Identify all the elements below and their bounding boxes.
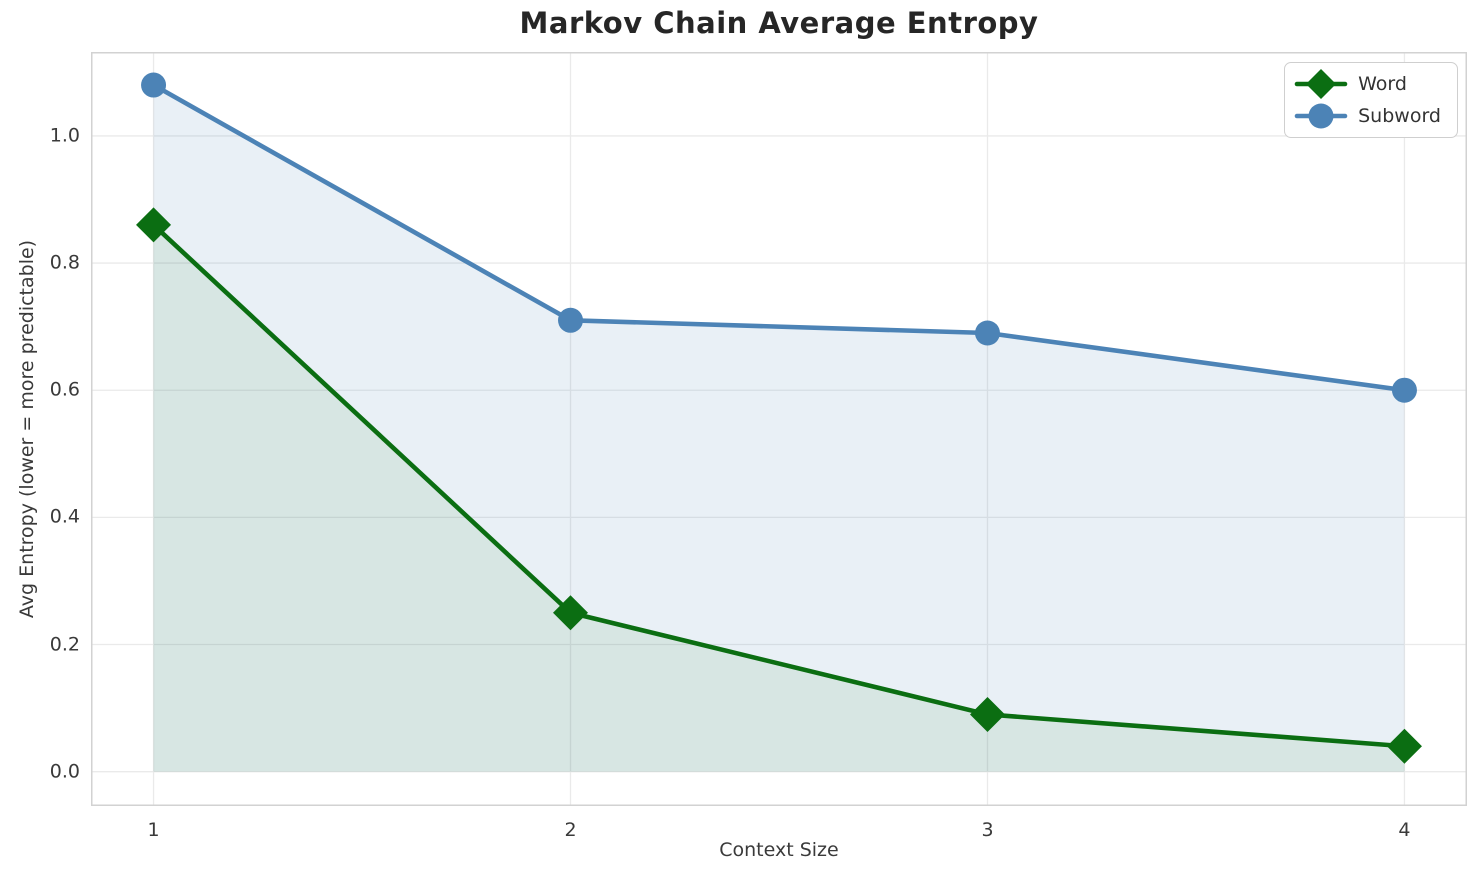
- word-marker: [969, 696, 1005, 732]
- y-tick-label: 0.6: [49, 378, 80, 401]
- plot-area: [91, 52, 1467, 806]
- chart-title: Markov Chain Average Entropy: [519, 6, 1039, 40]
- subword-circle-marker-icon: [1294, 103, 1348, 129]
- y-tick-label: 0.0: [49, 760, 80, 783]
- legend-item-subword: Subword: [1294, 100, 1441, 132]
- word-marker: [136, 207, 172, 243]
- y-tick-label: 0.2: [49, 633, 80, 656]
- word-marker: [553, 595, 589, 631]
- subword-line: [151, 82, 1407, 393]
- plot-border: [91, 52, 1467, 806]
- legend-label-word: Word: [1358, 73, 1407, 95]
- subword-marker: [1391, 377, 1417, 403]
- subword-marker: [141, 72, 167, 98]
- word-diamond-marker-icon: [1294, 69, 1348, 99]
- word-area-fill: [153, 224, 1405, 772]
- x-tick-label: 2: [564, 819, 577, 841]
- x-tick-label: 4: [1398, 819, 1411, 841]
- subword-marker: [558, 307, 584, 333]
- y-tick-label: 0.8: [49, 251, 80, 274]
- subword-marker: [974, 320, 1000, 346]
- x-tick-label: 3: [981, 819, 994, 841]
- x-axis-label: Context Size: [719, 839, 839, 861]
- word-marker: [1386, 728, 1422, 764]
- y-tick-label: 0.4: [49, 505, 80, 528]
- subword-area-fill: [153, 85, 1405, 772]
- y-tick-label: 1.0: [49, 124, 80, 147]
- legend-label-subword: Subword: [1358, 105, 1441, 127]
- legend-item-word: Word: [1294, 68, 1441, 100]
- x-tick-label: 1: [147, 819, 160, 841]
- legend: Word Subword: [1284, 62, 1458, 138]
- word-line: [151, 222, 1407, 749]
- y-axis-label: Avg Entropy (lower = more predictable): [16, 239, 38, 619]
